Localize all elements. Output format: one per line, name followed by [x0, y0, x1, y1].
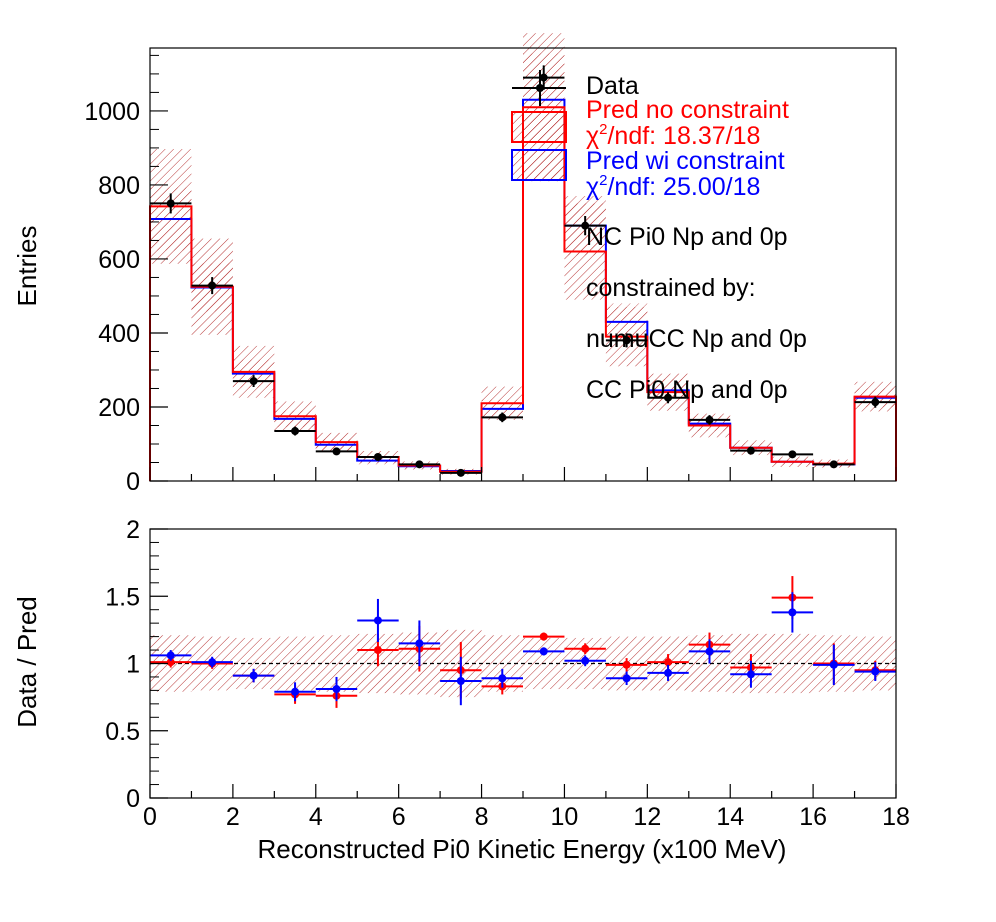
legend: Data Pred no constraint χ2/ndf: 18.37/18…: [511, 70, 807, 404]
legend-chi2-wi: χ2/ndf: 25.00/18: [586, 172, 760, 201]
x-tick-label: 6: [392, 803, 406, 831]
ratio-point-pred-wi: [854, 662, 896, 681]
ratio-error-band: [274, 636, 316, 691]
chi2-no-symbol: χ: [586, 122, 599, 150]
chi2-wi-symbol: χ: [586, 173, 599, 201]
ratio-point-pred-wi: [647, 664, 689, 681]
data-point: [191, 277, 233, 295]
x-tick-label: 12: [633, 803, 661, 831]
data-point: [688, 415, 731, 425]
x-tick-label: 16: [799, 803, 827, 831]
x-tick-label: 18: [882, 803, 910, 831]
x-axis-label: Reconstructed Pi0 Kinetic Energy (x100 M…: [258, 834, 787, 864]
legend-pred-no-label: Pred no constraint: [586, 96, 789, 124]
legend-note-1: NC Pi0 Np and 0p: [586, 223, 788, 251]
ratio-point-pred-wi: [730, 660, 772, 688]
top-y-tick-label: 200: [98, 394, 140, 422]
ratio-point-pred-wi: [523, 647, 565, 656]
ratio-point-pred-no: [523, 632, 565, 641]
legend-pred-wi-entry: Pred wi constraint χ2/ndf: 25.00/18: [511, 147, 785, 201]
x-tick-label: 14: [716, 803, 744, 831]
x-tick-label: 2: [226, 803, 240, 831]
series-line-pred-no: [149, 106, 897, 481]
data-point: [150, 193, 192, 214]
chi2-wi-value: /ndf: 25.00/18: [607, 173, 760, 201]
data-point: [813, 460, 855, 469]
x-tick-label: 0: [143, 803, 157, 831]
ratio-point-pred-wi: [398, 620, 441, 667]
bottom-x-ticks: 0 2 4 6 8 10 12 14 16 18: [143, 784, 910, 831]
data-point: [232, 375, 275, 387]
data-point: [523, 65, 565, 90]
top-x-ticks: [149, 467, 897, 481]
legend-note-4: CC Pi0 Np and 0p: [586, 376, 788, 404]
data-point: [854, 396, 896, 408]
bottom-y-tick-label: 1: [126, 651, 140, 679]
data-point: [315, 447, 358, 456]
ratio-point-pred-wi: [315, 676, 358, 702]
ratio-point-pred-wi: [605, 671, 648, 686]
ratio-point-pred-wi: [150, 650, 192, 661]
ratio-point-pred-no: [605, 658, 648, 672]
bottom-y-tick-label: 0: [126, 785, 140, 813]
ratio-point-pred-wi: [357, 598, 399, 642]
bottom-panel: 0 0.5 1 1.5 2 0 2 4 6 8 10 12 14 16 18 Data / Pred Re…: [12, 516, 910, 864]
x-tick-label: 8: [475, 803, 489, 831]
data-point: [605, 333, 648, 348]
data-point: [647, 392, 689, 404]
chi2-no-value: /ndf: 18.37/18: [607, 122, 760, 150]
legend-data-marker: [536, 84, 544, 92]
ratio-point-pred-wi: [481, 668, 523, 688]
ratio-point-pred-no: [564, 643, 606, 655]
bottom-y-tick-label: 2: [126, 516, 140, 544]
top-y-tick-label: 600: [98, 246, 140, 274]
ratio-point-pred-wi: [274, 682, 316, 702]
top-y-tick-label: 0: [126, 468, 140, 496]
top-y-axis-label: Entries: [12, 226, 42, 307]
chi2-no-sup: 2: [599, 121, 607, 138]
data-point: [481, 412, 523, 423]
data-point: [564, 216, 606, 236]
legend-data-label: Data: [586, 72, 639, 100]
legend-pred-wi-box: [511, 149, 567, 181]
ratio-point-pred-wi: [813, 644, 855, 686]
top-y-tick-label: 1000: [84, 98, 140, 126]
legend-pred-no-entry: Pred no constraint χ2/ndf: 18.37/18: [511, 96, 789, 150]
legend-pred-wi-label: Pred wi constraint: [586, 147, 785, 175]
x-tick-label: 4: [309, 803, 323, 831]
bottom-y-tick-label: 0.5: [105, 718, 140, 746]
legend-pred-no-box: [511, 111, 567, 143]
data-point: [730, 446, 772, 455]
bottom-y-tick-label: 1.5: [105, 583, 140, 611]
data-point: [398, 460, 441, 469]
legend-data-entry: Data: [512, 70, 639, 106]
chi2-wi-sup: 2: [599, 172, 607, 189]
data-point: [357, 452, 399, 461]
data-point: [771, 450, 814, 459]
top-y-ticks: 0 200 400 600 800 1000: [84, 54, 168, 496]
legend-chi2-no: χ2/ndf: 18.37/18: [586, 121, 760, 150]
ratio-point-pred-wi: [191, 656, 233, 668]
ratio-point-pred-wi: [771, 592, 814, 633]
ratio-points: [150, 576, 896, 708]
top-y-tick-label: 400: [98, 320, 140, 348]
data-point: [274, 426, 316, 436]
bottom-y-axis-label: Data / Pred: [12, 596, 42, 728]
legend-note-2: constrained by:: [586, 274, 756, 302]
ratio-point-pred-wi: [232, 668, 275, 683]
top-y-tick-label: 800: [98, 172, 140, 200]
legend-note-3: numuCC Np and 0p: [586, 325, 807, 353]
ratio-point-pred-wi: [688, 639, 731, 664]
bottom-y-ticks: 0 0.5 1 1.5 2: [105, 516, 168, 813]
top-data-points: [150, 65, 896, 477]
top-panel: 0 200 400 600 800 1000 Entries Data Pred no c…: [12, 33, 897, 496]
x-tick-label: 10: [551, 803, 579, 831]
ratio-error-band: [771, 633, 814, 694]
ratio-point-pred-wi: [440, 656, 482, 706]
data-point: [440, 468, 482, 477]
ratio-point-pred-wi: [564, 655, 606, 667]
